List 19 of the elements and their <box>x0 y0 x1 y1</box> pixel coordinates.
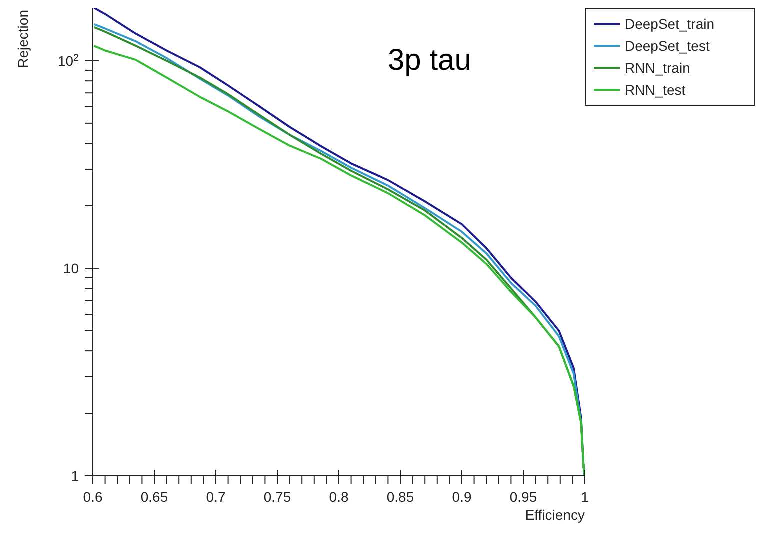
legend-label: RNN_train <box>624 59 692 78</box>
y-axis-title: Rejection <box>15 10 31 68</box>
legend-label: DeepSet_train <box>624 15 716 34</box>
text: 3p tau <box>388 44 472 78</box>
legend-label: RNN_test <box>624 81 687 100</box>
x-tick-label: 0.75 <box>264 489 292 505</box>
x-tick-label: 0.8 <box>329 489 349 505</box>
x-tick-label: 0.7 <box>206 489 226 505</box>
y-tick-label: 10 <box>63 260 80 276</box>
y-tick-label: 10$^{2}$ <box>58 52 79 69</box>
legend-label: DeepSet_test <box>624 37 711 56</box>
y-tick-label: 1 <box>71 468 80 484</box>
x-tick-label: 0.65 <box>140 489 168 505</box>
x-tick-label: 0.85 <box>386 489 414 505</box>
x-axis-title: Efficiency <box>525 507 585 523</box>
x-tick-label: 1 <box>581 489 590 505</box>
x-tick-label: 0.6 <box>83 489 103 505</box>
x-tick-label: 0.95 <box>510 489 538 505</box>
x-tick-label: 0.9 <box>452 489 472 505</box>
